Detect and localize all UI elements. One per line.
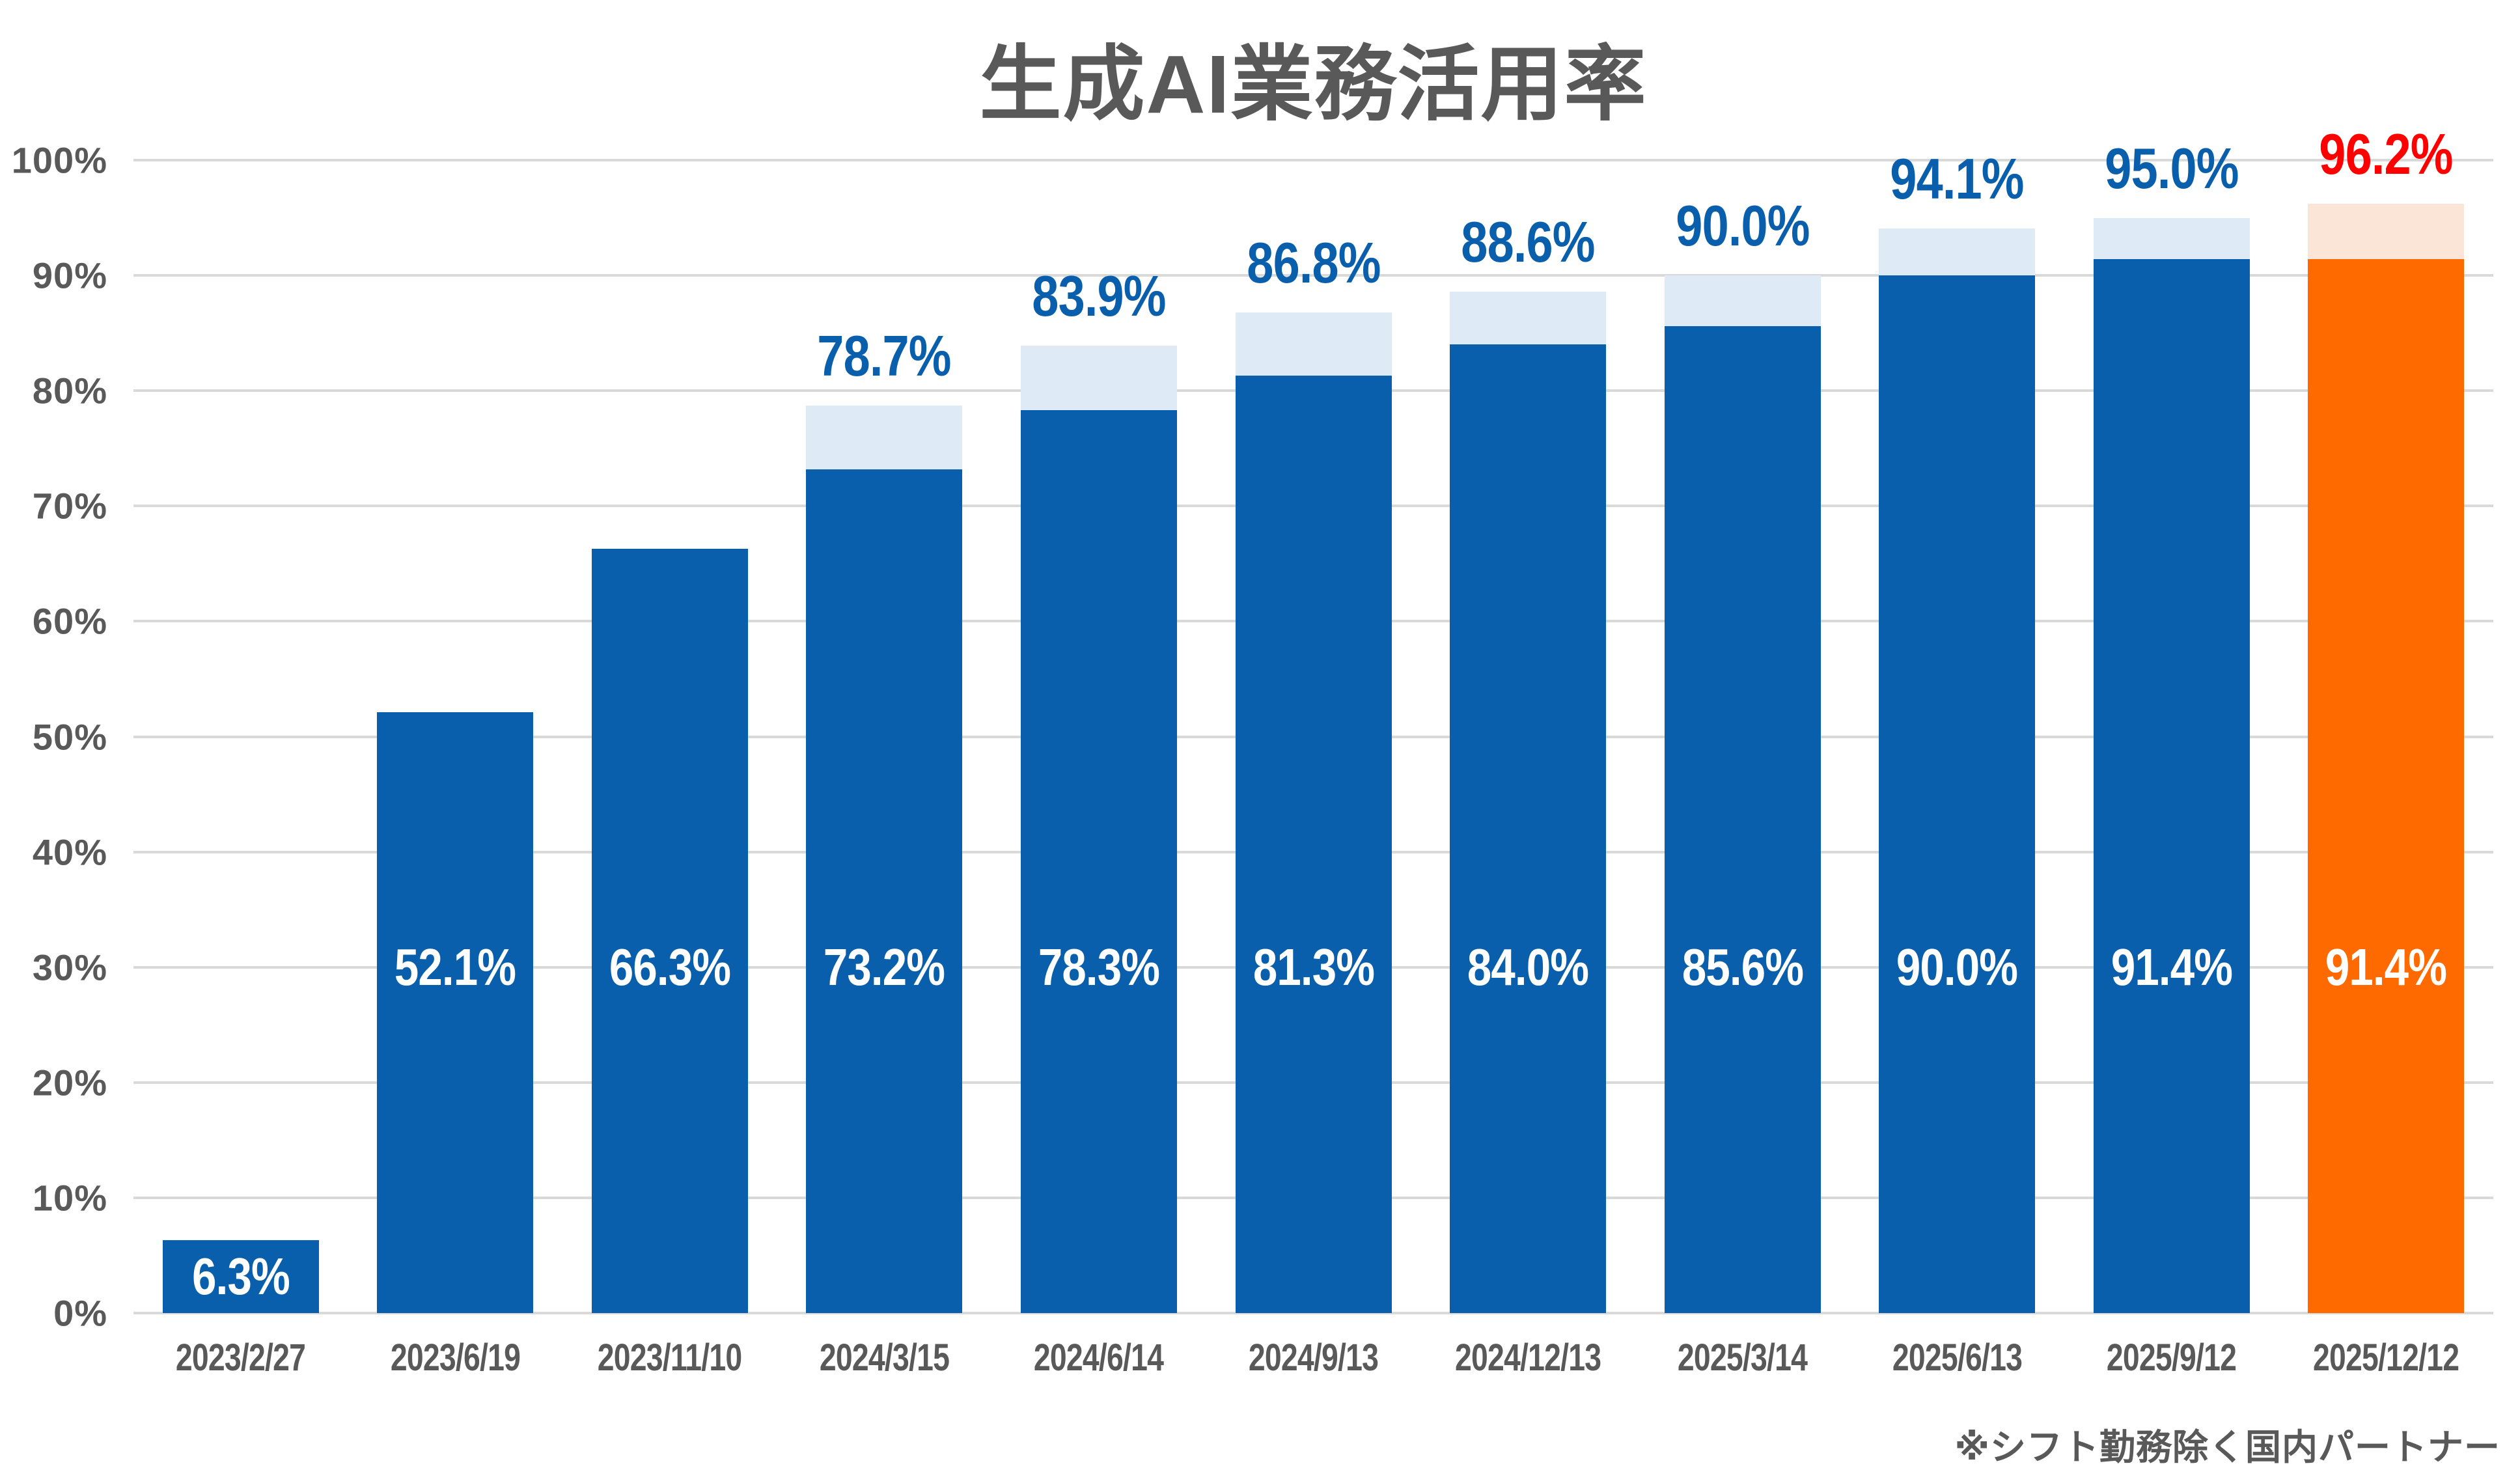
bar-total-label: 83.9% <box>1032 264 1166 329</box>
bar: 91.4% 95.0% <box>2064 136 2279 1313</box>
chart-title: 生成AI業務活用率 <box>979 38 1648 130</box>
x-tick-label-text: 2025/3/14 <box>1677 1336 1808 1379</box>
bar-value-label: 91.4% <box>2111 937 2233 996</box>
x-tick-label-text: 2023/2/27 <box>176 1336 306 1379</box>
y-tick-label: 100% <box>11 139 107 181</box>
bar: 90.0% 94.1% <box>1849 146 2064 1313</box>
y-tick-label: 0% <box>53 1292 107 1334</box>
bar-base-segment <box>1450 344 1607 1313</box>
bar: 84.0% 88.6% <box>1420 160 1635 1313</box>
bar-base-segment <box>162 1240 319 1313</box>
bar-cap-segment <box>2308 204 2465 260</box>
y-tick-label: 80% <box>32 370 107 411</box>
bar: 91.4% 96.2% <box>2278 122 2493 1313</box>
bar-value-label: 66.3% <box>609 937 731 996</box>
y-axis: 100% 90% 80% 70% 60% 50% 40% 30% 20% 10% 0% <box>0 140 107 1334</box>
x-tick-label: 2023/11/10 <box>562 1336 777 1379</box>
bar-cap-segment <box>1020 346 1177 411</box>
x-tick-label-text: 2024/3/15 <box>819 1336 950 1379</box>
bar-value-label: 73.2% <box>824 937 945 996</box>
bar-cap-segment <box>1664 275 1821 327</box>
x-tick-label-text: 2024/12/13 <box>1454 1336 1601 1379</box>
bar-base-segment <box>1664 326 1821 1313</box>
y-tick-label: 60% <box>32 600 107 642</box>
bar-cap-segment <box>1879 228 2036 276</box>
bar-base-segment <box>2308 259 2465 1313</box>
bar: 78.3% 83.9% <box>991 160 1206 1313</box>
plot-area: 6.3% 52.1% 66.3% 73.2% 78.7% 78.3% 83.9% 81.3% 8… <box>133 122 2493 1314</box>
bar: 85.6% 90.0% <box>1635 160 1850 1313</box>
y-tick-label: 30% <box>32 947 107 988</box>
x-tick-label: 2023/2/27 <box>133 1336 348 1379</box>
bar: 81.3% 86.8% <box>1206 160 1421 1313</box>
x-tick-label: 2024/9/13 <box>1206 1336 1421 1379</box>
x-tick-label: 2025/9/12 <box>2064 1336 2279 1379</box>
bar-value-label: 52.1% <box>395 937 516 996</box>
bar-base-segment <box>1235 376 1392 1313</box>
bar-total-label: 95.0% <box>2104 135 2239 201</box>
bar-total-label: 90.0% <box>1675 193 1810 258</box>
bar-cap-segment <box>2093 217 2250 260</box>
x-tick-label-text: 2024/6/14 <box>1034 1336 1164 1379</box>
bar: 6.3% <box>133 160 348 1313</box>
footnote: ※シフト勤務除く国内パートナー <box>1954 1427 2500 1467</box>
gridline <box>133 159 2493 161</box>
bar-base-segment <box>1020 410 1177 1313</box>
bar-base-segment <box>377 712 534 1313</box>
x-tick-label: 2023/6/19 <box>348 1336 563 1379</box>
bar-value-label: 78.3% <box>1038 937 1160 996</box>
x-tick-label-text: 2023/11/10 <box>598 1336 742 1379</box>
bar-cap-segment <box>1450 291 1607 345</box>
x-tick-label-text: 2025/6/13 <box>1892 1336 2023 1379</box>
x-tick-label: 2025/6/13 <box>1849 1336 2064 1379</box>
bar-base-segment <box>806 469 963 1313</box>
bar-cap-segment <box>1235 312 1392 376</box>
bar: 66.3% <box>562 160 777 1313</box>
bar-total-label: 94.1% <box>1890 146 2024 211</box>
y-tick-label: 50% <box>32 716 107 757</box>
y-tick-label: 20% <box>32 1062 107 1103</box>
bar-base-segment <box>2093 259 2250 1313</box>
bar-value-label: 85.6% <box>1682 937 1803 996</box>
x-tick-label-text: 2025/9/12 <box>2107 1336 2237 1379</box>
x-axis: 2023/2/27 2023/6/19 2023/11/10 2024/3/15 202… <box>133 1336 2493 1379</box>
bar-value-label: 81.3% <box>1253 937 1374 996</box>
bar-base-segment <box>591 548 748 1313</box>
bar-total-label: 86.8% <box>1246 230 1381 295</box>
y-tick-label: 10% <box>32 1177 107 1219</box>
x-tick-label-text: 2025/12/12 <box>2313 1336 2459 1379</box>
bar: 73.2% 78.7% <box>777 160 992 1313</box>
x-tick-label: 2025/3/14 <box>1635 1336 1850 1379</box>
bar-total-label: 96.2% <box>2319 122 2454 187</box>
bar-value-label: 91.4% <box>2325 937 2447 996</box>
bar-value-label: 6.3% <box>191 1247 290 1306</box>
bar-value-label: 90.0% <box>1896 937 2018 996</box>
x-tick-label-text: 2023/6/19 <box>390 1336 521 1379</box>
x-tick-label: 2024/6/14 <box>991 1336 1206 1379</box>
bar-base-segment <box>1879 275 2036 1313</box>
y-tick-label: 90% <box>32 255 107 296</box>
gridline <box>133 274 2493 277</box>
x-tick-label: 2025/12/12 <box>2278 1336 2493 1379</box>
x-tick-label: 2024/12/13 <box>1420 1336 1635 1379</box>
bar: 52.1% <box>348 160 563 1313</box>
y-tick-label: 70% <box>32 485 107 527</box>
y-tick-label: 40% <box>32 831 107 873</box>
x-tick-label: 2024/3/15 <box>777 1336 992 1379</box>
bar-cap-segment <box>806 406 963 469</box>
bar-total-label: 78.7% <box>817 324 952 389</box>
x-tick-label-text: 2024/9/13 <box>1248 1336 1379 1379</box>
gridline <box>133 1312 2493 1314</box>
bar-total-label: 88.6% <box>1461 209 1595 274</box>
bar-value-label: 84.0% <box>1467 937 1589 996</box>
